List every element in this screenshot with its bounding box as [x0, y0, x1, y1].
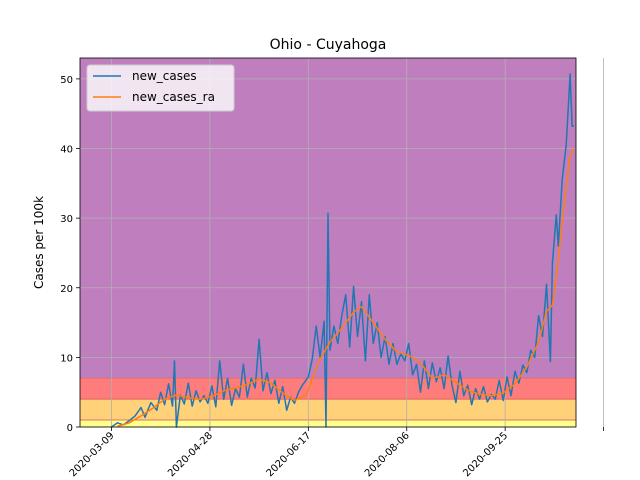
- legend-label-new-cases-ra: new_cases_ra: [132, 90, 215, 104]
- legend-box: [86, 64, 235, 112]
- y-tick-label: 10: [60, 353, 73, 364]
- y-tick-label: 50: [60, 75, 73, 86]
- chart-title: Ohio - Cuyahoga: [270, 37, 387, 53]
- series-line-new-cases-ra: [117, 148, 575, 428]
- x-tick-label: 2020-03-09: [68, 430, 117, 479]
- plot-frame: [79, 57, 577, 428]
- legend-label-new-cases: new_cases: [132, 69, 197, 83]
- y-axis-label: Cases per 100k: [32, 196, 46, 289]
- x-tick-label: 2020-06-17: [265, 430, 314, 479]
- x-tick-label: 2020-08-06: [363, 430, 412, 479]
- risk-band-1: [80, 399, 576, 421]
- legend: new_cases new_cases_ra: [86, 64, 235, 112]
- y-tick-label: 30: [60, 214, 73, 225]
- x-tick-label: 2020-04-28: [166, 430, 215, 479]
- y-tick-label: 40: [60, 145, 73, 156]
- y-tick-label: 20: [60, 284, 73, 295]
- risk-band-0: [80, 420, 576, 427]
- y-tick-label: 0: [67, 423, 73, 434]
- series-lines: [111, 73, 575, 428]
- x-tick-label: 2020-09-25: [461, 430, 510, 479]
